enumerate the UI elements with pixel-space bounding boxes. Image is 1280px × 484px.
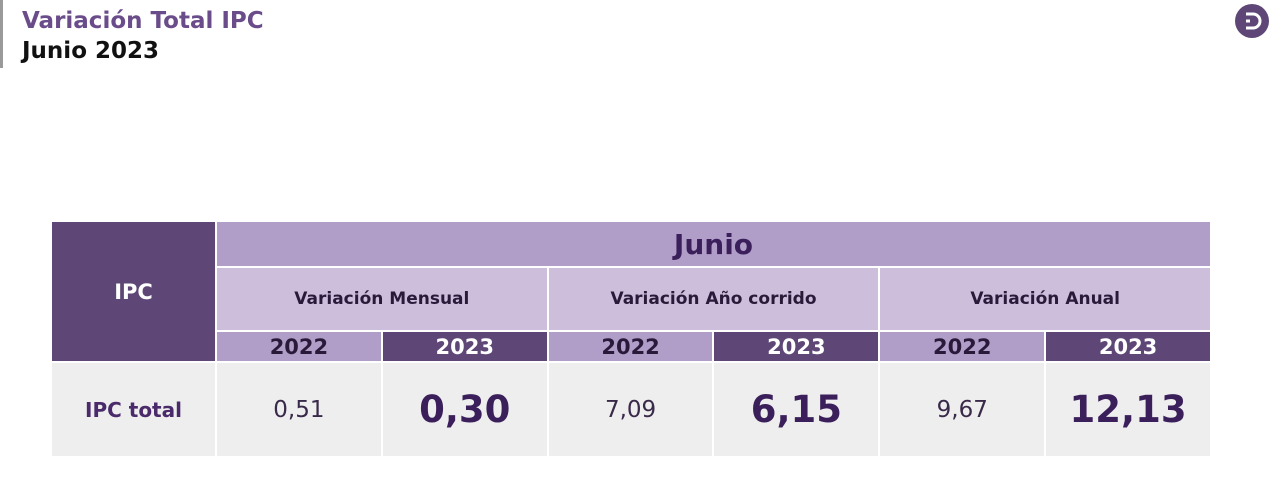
year-header: 2022 bbox=[880, 332, 1045, 361]
row-label: IPC total bbox=[52, 363, 215, 456]
year-header: 2023 bbox=[382, 332, 547, 361]
year-header: 2022 bbox=[548, 332, 713, 361]
value-cell: 9,67 bbox=[880, 363, 1045, 456]
year-header: 2022 bbox=[217, 332, 381, 361]
ipc-table: IPC Junio Variación Mensual Variación Añ… bbox=[52, 222, 1210, 456]
value-cell: 0,30 bbox=[382, 363, 547, 456]
group-header: Variación Anual bbox=[880, 268, 1210, 330]
year-header: 2023 bbox=[714, 332, 879, 361]
value-cell: 0,51 bbox=[217, 363, 381, 456]
value-cell: 7,09 bbox=[548, 363, 713, 456]
title: Variación Total IPC bbox=[22, 8, 264, 34]
corner-header: IPC bbox=[52, 222, 215, 361]
group-header: Variación Mensual bbox=[217, 268, 547, 330]
group-header: Variación Año corrido bbox=[548, 268, 879, 330]
value-cell: 6,15 bbox=[714, 363, 879, 456]
accent-bar bbox=[0, 0, 3, 68]
logo bbox=[1235, 4, 1269, 38]
subtitle: Junio 2023 bbox=[22, 38, 160, 64]
year-header: 2023 bbox=[1046, 332, 1210, 361]
value-cell: 12,13 bbox=[1046, 363, 1210, 456]
period-header: Junio bbox=[217, 222, 1210, 266]
